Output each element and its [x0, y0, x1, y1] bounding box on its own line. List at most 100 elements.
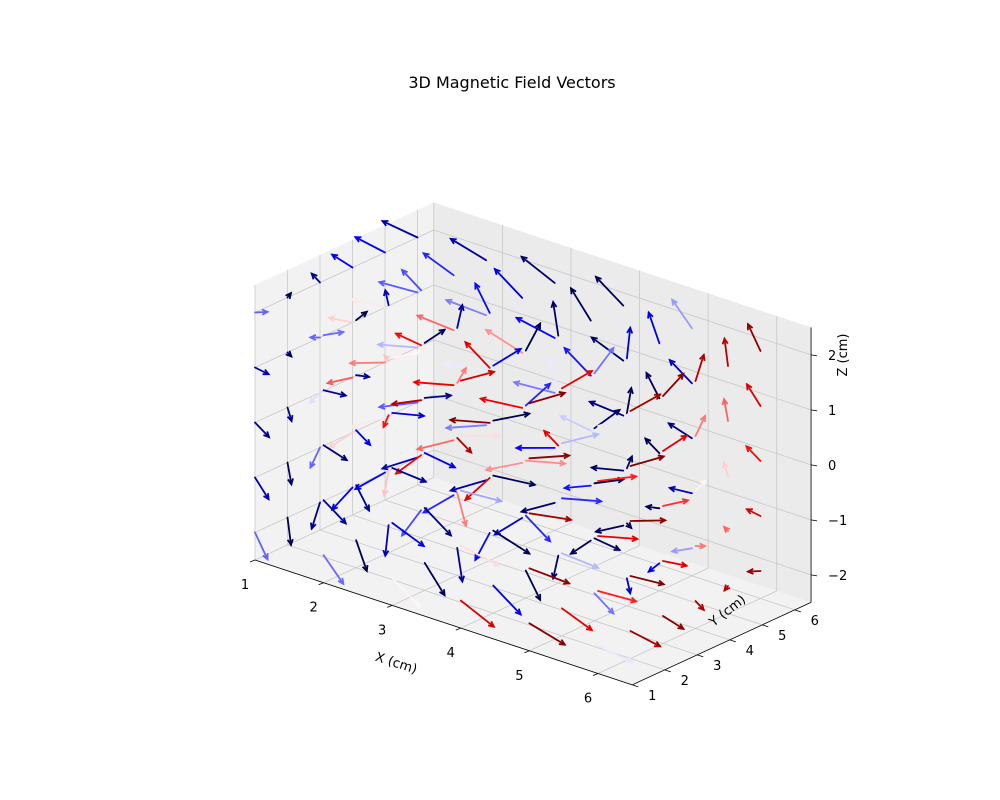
- field-arrow: [348, 359, 386, 367]
- field-arrow: [448, 479, 488, 493]
- field-arrow: [524, 569, 542, 602]
- arrow-head: [607, 607, 615, 615]
- arrow-head: [390, 400, 399, 407]
- arrow-head: [419, 476, 428, 484]
- arrow-head: [590, 336, 598, 344]
- field-arrow: [377, 401, 419, 410]
- arrow-shaft: [449, 419, 491, 424]
- arrow-head: [353, 483, 362, 490]
- arrow-shaft: [349, 361, 386, 365]
- arrow-head: [680, 434, 689, 442]
- arrow-shaft: [310, 501, 321, 530]
- arrow-shaft: [515, 316, 556, 339]
- arrow-head: [747, 322, 754, 331]
- field-arrow: [456, 366, 467, 384]
- arrow-shaft: [378, 401, 419, 408]
- field-arrow: [528, 512, 573, 523]
- arrow-head: [448, 416, 457, 424]
- arrow-head: [592, 432, 601, 439]
- arrow-shaft: [662, 560, 688, 567]
- arrow-head: [745, 444, 753, 453]
- arrow-head: [308, 334, 317, 341]
- arrow-head: [484, 465, 493, 473]
- arrow-shaft: [524, 514, 551, 543]
- arrow-shaft: [254, 531, 269, 561]
- field-arrow: [644, 503, 661, 511]
- arrow-head: [400, 268, 408, 277]
- arrow-head: [463, 493, 472, 502]
- arrow-head: [439, 589, 446, 597]
- arrow-shaft: [456, 304, 464, 329]
- arrow-head: [463, 340, 472, 349]
- field-arrow: [694, 542, 708, 550]
- arrow-head: [625, 522, 633, 530]
- arrow-head: [523, 548, 532, 555]
- arrow-shaft: [645, 505, 661, 510]
- z-tick-label: −2: [828, 569, 847, 584]
- arrow-shaft: [597, 414, 634, 427]
- arrow-head: [262, 368, 271, 376]
- arrow-head: [671, 297, 678, 306]
- field-arrow: [722, 460, 729, 477]
- arrow-head: [381, 489, 389, 498]
- field-arrow: [353, 236, 386, 254]
- arrow-head: [542, 429, 551, 437]
- arrow-shaft: [331, 486, 354, 511]
- field-arrow: [254, 476, 270, 501]
- arrow-shaft: [524, 459, 567, 465]
- x-axis-label: X (cm): [373, 650, 419, 678]
- arrow-head: [698, 352, 706, 362]
- arrow-head: [544, 382, 552, 390]
- y-tick-label: 6: [811, 614, 819, 629]
- arrow-head: [699, 542, 708, 550]
- arrow-head: [745, 567, 754, 575]
- arrow-shaft: [662, 499, 689, 507]
- arrow-shaft: [543, 430, 560, 447]
- field-arrow: [512, 380, 556, 394]
- field-arrow: [514, 444, 556, 452]
- arrow-shaft: [595, 524, 625, 533]
- x-tick-label: 2: [309, 601, 317, 616]
- grid-line-z: [254, 449, 434, 533]
- arrow-shaft: [552, 554, 560, 580]
- arrow-shaft: [459, 489, 503, 503]
- arrow-shaft: [456, 547, 464, 583]
- arrow-shaft: [286, 406, 293, 422]
- arrow-head: [514, 347, 523, 355]
- arrow-head: [465, 446, 473, 455]
- arrow-shaft: [326, 376, 354, 385]
- arrow-shaft: [593, 347, 615, 375]
- arrow-head: [589, 464, 598, 472]
- arrow-shaft: [644, 437, 661, 455]
- field-arrow: [542, 429, 560, 447]
- arrow-shaft: [254, 421, 270, 439]
- field-arrow: [625, 577, 633, 596]
- arrow-shaft: [629, 630, 661, 648]
- arrow-shaft: [355, 429, 372, 446]
- arrow-head: [514, 316, 523, 324]
- arrow-head: [478, 396, 487, 404]
- z-tick-label: 2: [828, 349, 836, 364]
- arrow-head: [376, 341, 385, 349]
- arrow-shaft: [328, 316, 354, 324]
- field-arrow: [528, 622, 567, 646]
- arrow-head: [261, 308, 270, 316]
- x-tick-label: 4: [447, 646, 455, 661]
- field-arrow: [322, 389, 348, 398]
- arrow-head: [514, 444, 523, 452]
- arrow-head: [558, 639, 567, 646]
- arrow-shaft: [662, 434, 688, 452]
- arrow-head: [310, 272, 318, 280]
- arrow-shaft: [524, 382, 551, 407]
- field-arrow: [423, 451, 457, 469]
- arrow-shaft: [355, 484, 370, 512]
- arrow-shaft: [561, 607, 593, 632]
- arrow-head: [654, 640, 662, 648]
- field-arrow: [391, 466, 428, 484]
- field-arrow: [722, 525, 731, 533]
- field-arrow: [390, 399, 423, 407]
- arrow-head: [550, 300, 558, 309]
- arrow-shaft: [395, 332, 423, 347]
- field-arrow: [355, 429, 372, 447]
